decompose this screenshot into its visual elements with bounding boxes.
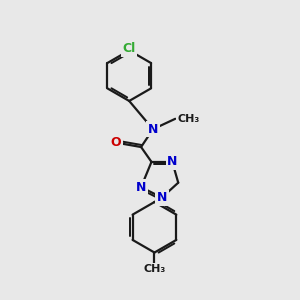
Text: N: N [136,181,146,194]
Text: CH₃: CH₃ [143,264,166,274]
Text: N: N [148,123,158,136]
Text: CH₃: CH₃ [178,114,200,124]
Text: O: O [110,136,121,149]
Text: Cl: Cl [123,42,136,56]
Text: N: N [157,191,167,204]
Text: N: N [167,155,178,168]
